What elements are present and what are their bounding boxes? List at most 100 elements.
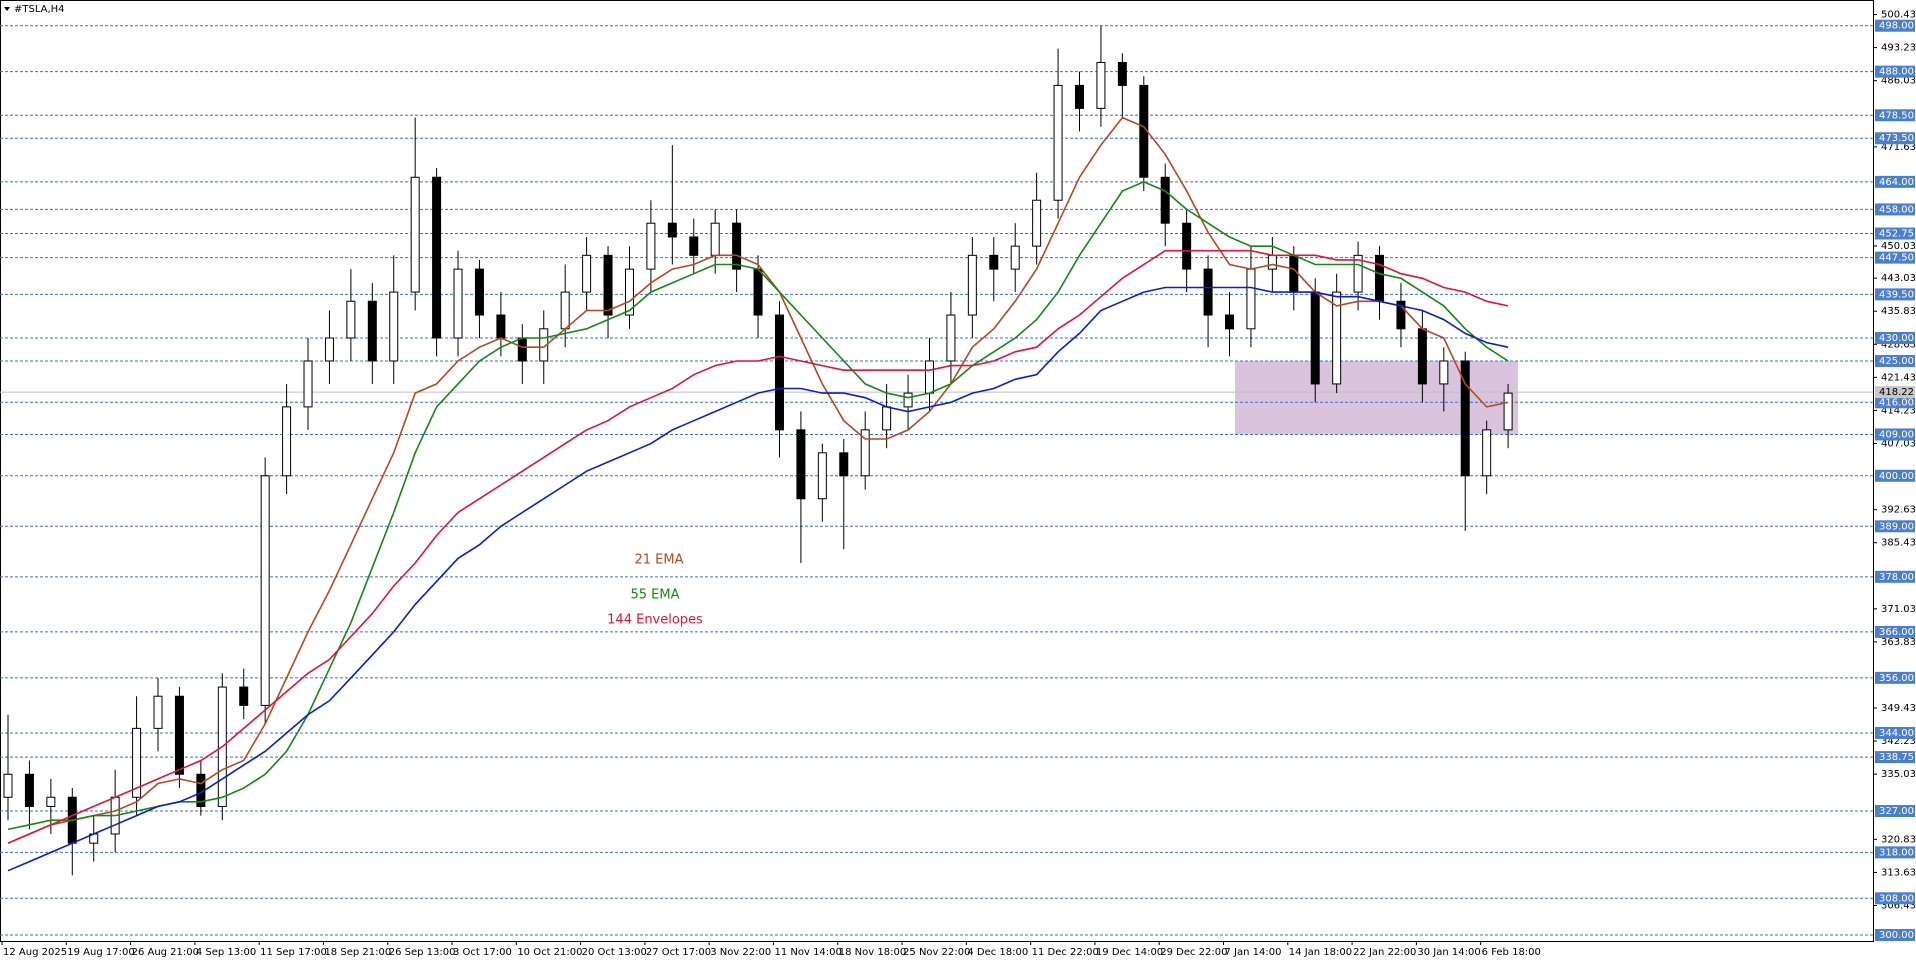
level-label: 458.00 (1879, 204, 1914, 215)
level-label: 478.50 (1879, 110, 1914, 121)
candle-body (1246, 268, 1256, 330)
candle-body (839, 452, 849, 477)
candle-body (989, 254, 999, 270)
level-label-box (1875, 625, 1915, 638)
level-label-box (1875, 251, 1915, 264)
chart-title: #TSLA,H4 (14, 4, 65, 15)
level-label: 327.00 (1879, 806, 1914, 817)
x-tick-label: 18 Sep 21:00 (324, 947, 391, 958)
candle-body (474, 268, 484, 316)
indicator-line (7, 286, 1509, 872)
candle-body (582, 254, 592, 293)
level-label: 318.00 (1879, 847, 1914, 858)
x-tick-label: 18 Nov 18:00 (839, 947, 906, 958)
y-tick-label: 471.63 (1881, 142, 1916, 153)
y-tick-label: 385.43 (1881, 538, 1916, 549)
candle-body (1310, 291, 1320, 385)
candle-body (260, 475, 270, 706)
level-label: 308.00 (1879, 893, 1914, 904)
legend-label: 21 EMA (635, 553, 684, 568)
candle-body (1053, 84, 1063, 201)
candle-body (967, 254, 977, 316)
candle-body (303, 360, 313, 408)
x-tick-label: 26 Aug 21:00 (132, 947, 199, 958)
candle-body (24, 773, 34, 807)
level-label: 338.75 (1879, 752, 1914, 763)
candle-body (1075, 84, 1084, 109)
x-tick-label: 29 Dec 22:00 (1160, 947, 1227, 958)
level-label: 452.75 (1879, 229, 1914, 240)
candle-body (3, 773, 13, 798)
level-label: 439.50 (1879, 289, 1914, 300)
plot-frame (0, 0, 1874, 942)
candle-body (239, 686, 249, 706)
x-tick-label: 19 Dec 14:00 (1096, 947, 1163, 958)
x-tick-label: 7 Jan 14:00 (1225, 947, 1282, 958)
candle-body (132, 727, 142, 798)
y-tick-label: 500.43 (1881, 10, 1916, 21)
level-label: 356.00 (1879, 673, 1914, 684)
candle-body (1460, 360, 1470, 477)
y-tick-label: 421.43 (1881, 372, 1916, 383)
candle-body (753, 268, 763, 316)
menu-arrow[interactable] (4, 7, 10, 11)
x-tick-label: 12 Aug 2025 (3, 947, 67, 958)
y-tick-label: 363.83 (1881, 637, 1916, 648)
candle-body (924, 360, 934, 394)
x-tick-label: 30 Jan 14:00 (1417, 947, 1480, 958)
indicator-line (7, 181, 1509, 831)
candle-body (560, 291, 570, 330)
candle-body (346, 300, 356, 339)
level-label-box (1875, 846, 1915, 859)
candle-body (153, 695, 163, 729)
last-price-box (1875, 386, 1915, 399)
level-label-box (1875, 570, 1915, 583)
level-label: 378.00 (1879, 572, 1914, 583)
candle-body (367, 300, 377, 362)
x-tick-label: 6 Feb 18:00 (1482, 947, 1541, 958)
level-label: 409.00 (1879, 429, 1914, 440)
level-label-box (1875, 175, 1915, 188)
candle-body (1203, 268, 1213, 316)
candle-body (1160, 176, 1170, 224)
level-label-box (1875, 428, 1915, 441)
candle-body (539, 328, 549, 362)
y-tick-label: 414.23 (1881, 405, 1916, 416)
candle-body (903, 392, 913, 408)
y-tick-label: 349.43 (1881, 703, 1916, 714)
level-label-box (1875, 929, 1915, 942)
last-price-label: 418.22 (1879, 387, 1914, 398)
x-tick-label: 22 Jan 22:00 (1353, 947, 1416, 958)
candle-body (453, 268, 463, 339)
candle-body (1439, 360, 1449, 385)
level-label-box (1875, 354, 1915, 367)
candle-body (667, 222, 677, 238)
candle-body (1375, 254, 1385, 302)
y-tick-label: 486.03 (1881, 76, 1916, 87)
y-tick-label: 320.83 (1881, 834, 1916, 845)
price-zone (1235, 360, 1518, 435)
candle-body (1267, 254, 1277, 270)
x-tick-label: 27 Oct 17:00 (646, 947, 711, 958)
legend-label: 55 EMA (631, 588, 680, 603)
y-tick-label: 306.43 (1881, 901, 1916, 912)
x-tick-label: 25 Nov 22:00 (903, 947, 970, 958)
candle-body (710, 222, 720, 256)
candle-body (1032, 199, 1042, 247)
x-tick-label: 26 Sep 13:00 (389, 947, 456, 958)
candle-body (860, 429, 870, 477)
y-tick-label: 392.63 (1881, 505, 1916, 516)
level-label: 425.00 (1879, 356, 1914, 367)
candle-body (946, 314, 956, 362)
level-label: 430.00 (1879, 333, 1914, 344)
level-label-box (1875, 332, 1915, 345)
candle-body (1117, 61, 1127, 86)
y-tick-label: 335.03 (1881, 769, 1916, 780)
y-tick-label: 313.63 (1881, 867, 1916, 878)
level-label-box (1875, 520, 1915, 533)
candle-body (882, 406, 892, 431)
level-label-box (1875, 65, 1915, 78)
candle-body (624, 268, 634, 316)
